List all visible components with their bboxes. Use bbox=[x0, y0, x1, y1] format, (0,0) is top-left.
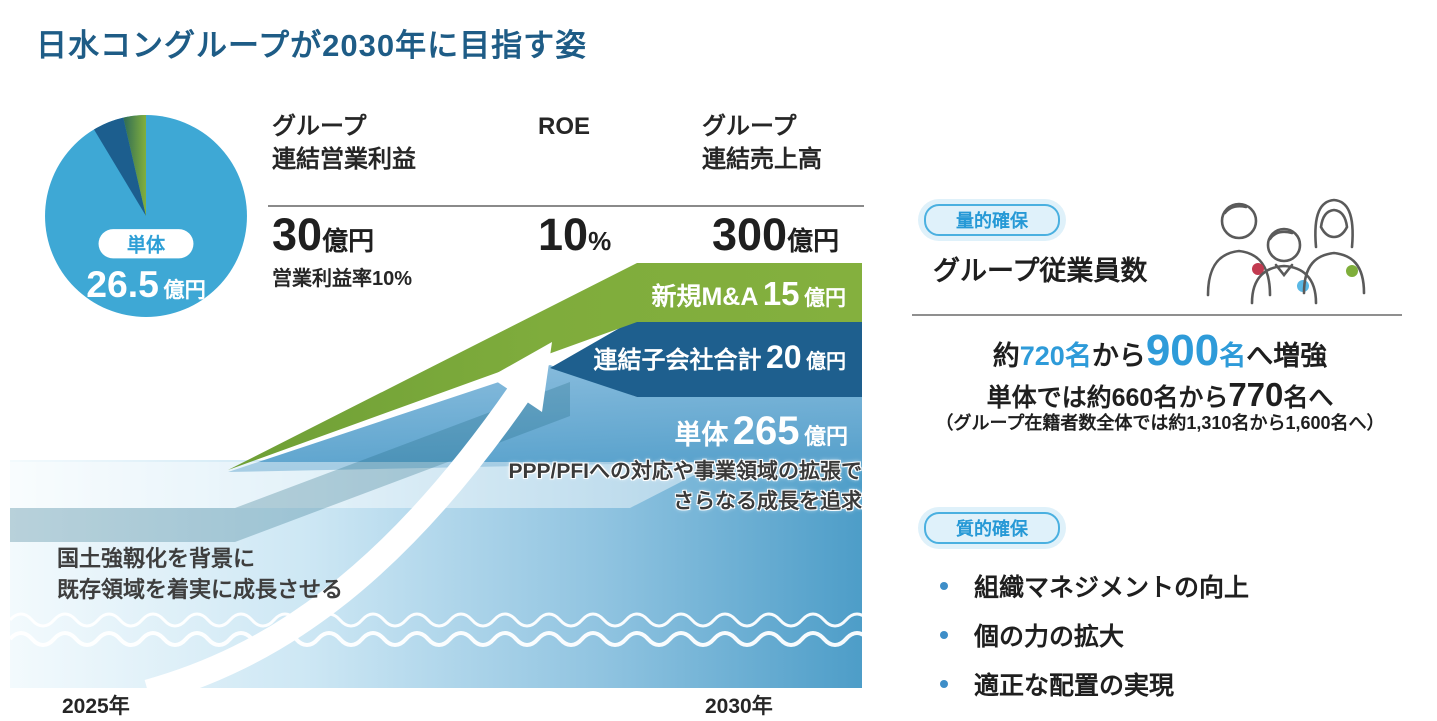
kpi-operating-margin-note: 営業利益率10% bbox=[272, 268, 413, 290]
annotation-ppp-pfi: PPP/PFIへの対応や事業領域の拡張で さらなる成長を追求 bbox=[508, 460, 862, 513]
kpi-heading-line: グループ bbox=[702, 113, 797, 140]
employees-growth-line: 約720名から900名へ増強 bbox=[992, 326, 1328, 375]
list-item: 適正な配置の実現 bbox=[940, 666, 1249, 702]
kpi-operating-profit-value: 30億円 bbox=[272, 209, 375, 260]
pie-value: 26.5 億円 bbox=[86, 263, 206, 305]
list-item: 個の力の拡大 bbox=[940, 617, 1249, 653]
bullet-dot bbox=[940, 582, 948, 590]
light-water-strip bbox=[10, 462, 712, 508]
kpi-roe-header: ROE bbox=[538, 110, 590, 143]
band-label-subsidiaries: 連結子会社合計 20 億円 bbox=[594, 339, 847, 375]
pie-label-pill bbox=[98, 229, 194, 259]
person-head bbox=[1266, 227, 1302, 263]
annotation-existing-growth: 国土強靱化を背景に 既存領域を着実に成長させる bbox=[57, 546, 344, 602]
qualitative-badge: 質的確保 bbox=[918, 507, 1066, 549]
person-face bbox=[1319, 208, 1349, 239]
employees-heading: グループ従業員数 bbox=[933, 256, 1148, 286]
employees-divider-line bbox=[912, 314, 1402, 316]
bullet-dot bbox=[940, 680, 948, 688]
kpi-heading-line: 連結売上高 bbox=[702, 146, 822, 173]
kpi-operating-profit-header: グループ 連結営業利益 bbox=[272, 110, 416, 176]
person-shoulders bbox=[1250, 264, 1318, 305]
person-hair-long bbox=[1314, 198, 1354, 249]
bullet-dot bbox=[940, 631, 948, 639]
wave-line-upper bbox=[10, 612, 862, 628]
axis-label-2025: 2025年 bbox=[62, 695, 130, 718]
kpi-heading-line: グループ bbox=[272, 113, 367, 140]
pie-slice-navy bbox=[94, 117, 146, 216]
growth-area-chart: 新規M&A 15 億円 連結子会社合計 20 億円 単体 265 億円 bbox=[10, 263, 862, 690]
pie-slice-main bbox=[45, 115, 247, 317]
kpi-heading-line: 連結営業利益 bbox=[272, 146, 416, 173]
pie-chart: 単体 26.5 億円 bbox=[45, 115, 247, 317]
slope-shadow-stripe bbox=[10, 382, 570, 542]
band-new-ma bbox=[228, 263, 862, 470]
list-item: 組織マネジメントの向上 bbox=[940, 568, 1249, 604]
person-hair bbox=[1268, 230, 1294, 241]
band-label-new-ma: 新規M&A 15 億円 bbox=[651, 275, 846, 312]
quantitative-badge: 量的確保 bbox=[918, 199, 1066, 241]
qualitative-list: 組織マネジメントの向上 個の力の拡大 適正な配置の実現 bbox=[940, 568, 1249, 715]
kpi-divider-line bbox=[268, 205, 864, 207]
kpi-revenue-header: グループ 連結売上高 bbox=[702, 110, 822, 176]
person-head bbox=[1220, 202, 1258, 240]
wave-line-lower bbox=[10, 631, 862, 647]
person-shoulders bbox=[1302, 251, 1366, 295]
growth-arrow-head bbox=[490, 342, 552, 412]
pie-slice-green bbox=[123, 115, 146, 216]
page-title: 日水コングループが2030年に目指す姿 bbox=[36, 28, 588, 63]
pie-label: 単体 bbox=[127, 233, 166, 256]
people-group-icon bbox=[1206, 198, 1366, 305]
growth-arrow-shaft bbox=[144, 384, 531, 690]
badge-dot-red bbox=[1252, 263, 1264, 275]
person-hair bbox=[1223, 204, 1248, 215]
kpi-heading-line: ROE bbox=[538, 113, 591, 140]
kpi-roe-value: 10% bbox=[538, 209, 612, 260]
badge-dot-green bbox=[1346, 265, 1358, 277]
axis-label-2030: 2030年 bbox=[705, 695, 773, 718]
person-collar bbox=[1274, 263, 1294, 278]
kpi-revenue-value: 300億円 bbox=[712, 209, 840, 260]
employees-standalone-line: 単体では約660名から770名へ bbox=[986, 376, 1334, 413]
person-shoulders bbox=[1206, 249, 1272, 297]
employees-total-note: （グループ在籍者数全体では約1,310名から1,600名へ） bbox=[935, 413, 1385, 433]
band-label-tantai: 単体 265 億円 bbox=[674, 409, 848, 453]
band-subsidiaries bbox=[550, 318, 862, 397]
band-tantai bbox=[228, 365, 862, 472]
